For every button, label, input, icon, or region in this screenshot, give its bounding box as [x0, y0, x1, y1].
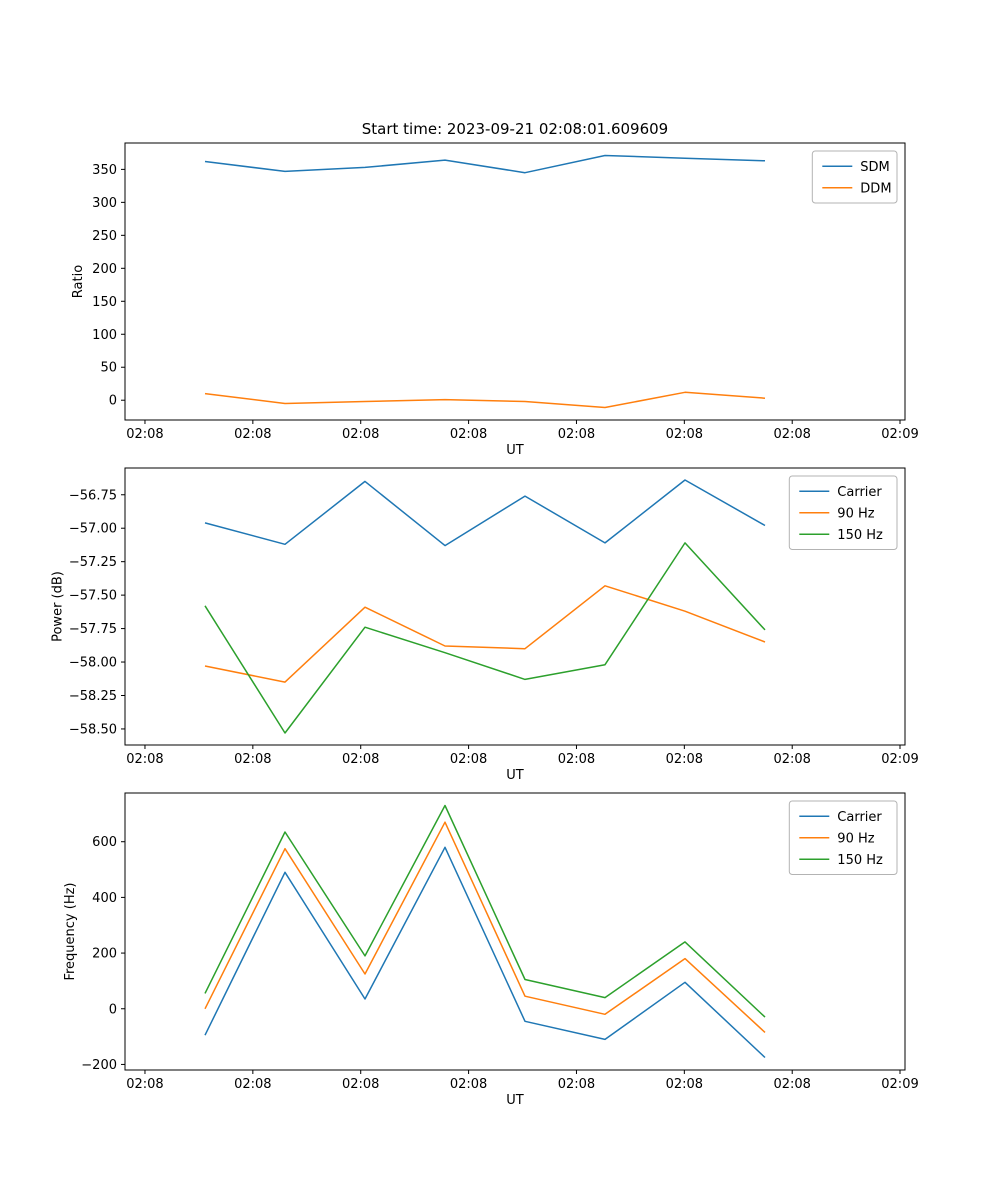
chart-power-db: −58.50 −58.25 −58.00 −57.75 −57.50 −57.25 −57.… — [50, 467, 919, 783]
y-tick-label: 350 — [92, 163, 117, 178]
y-tick-label: 100 — [92, 328, 117, 343]
x-tick-label: 02:08 — [234, 427, 271, 442]
legend-label: 90 Hz — [837, 831, 874, 846]
y-tick-label: 400 — [92, 891, 117, 906]
x-tick-label: 02:08 — [666, 1077, 703, 1092]
x-tick-label: 02:09 — [881, 427, 918, 442]
y-tick-label: 50 — [100, 361, 117, 376]
series-line-150-hz — [204, 804, 766, 1018]
y-axis-label: Ratio — [71, 265, 86, 298]
y-tick-label: 0 — [109, 1002, 117, 1017]
y-tick-label: −56.75 — [69, 488, 117, 503]
axes-border — [124, 792, 906, 1071]
chart-title: Start time: 2023-09-21 02:08:01.609609 — [361, 120, 669, 138]
y-tick-label: −57.50 — [69, 589, 117, 604]
y-tick-label: −57.00 — [69, 522, 117, 537]
y-tick-label: −200 — [81, 1058, 117, 1073]
y-tick-label: 200 — [92, 947, 117, 962]
y-tick-label: −58.50 — [69, 722, 117, 737]
legend-label: DDM — [860, 181, 891, 196]
legend: Carrier 90 Hz 150 Hz — [788, 800, 898, 875]
y-tick-label: 250 — [92, 229, 117, 244]
x-tick-label: 02:08 — [558, 752, 595, 767]
series-line-carrier — [204, 846, 766, 1059]
series-line-90-hz — [204, 821, 766, 1033]
legend-label: 150 Hz — [837, 528, 883, 543]
x-tick-label: 02:08 — [773, 752, 810, 767]
y-tick-label: 200 — [92, 262, 117, 277]
x-tick-label: 02:08 — [342, 427, 379, 442]
legend: Carrier 90 Hz 150 Hz — [788, 475, 898, 550]
y-tick-label: −58.25 — [69, 689, 117, 704]
legend-label: 90 Hz — [837, 506, 874, 521]
y-tick-label: 0 — [109, 394, 117, 409]
legend-label: 150 Hz — [837, 853, 883, 868]
x-tick-label: 02:08 — [342, 1077, 379, 1092]
x-tick-label: 02:08 — [234, 752, 271, 767]
x-tick-label: 02:08 — [342, 752, 379, 767]
x-tick-label: 02:08 — [773, 1077, 810, 1092]
x-tick-label: 02:08 — [126, 427, 163, 442]
x-axis-label: UT — [506, 768, 524, 783]
x-tick-label: 02:08 — [126, 1077, 163, 1092]
y-tick-label: −58.00 — [69, 656, 117, 671]
x-axis-label: UT — [506, 1093, 524, 1108]
x-tick-label: 02:08 — [558, 427, 595, 442]
legend-label: Carrier — [837, 485, 882, 500]
axes-border — [124, 467, 906, 746]
x-tick-label: 02:08 — [450, 1077, 487, 1092]
x-tick-label: 02:09 — [881, 752, 918, 767]
series-line-150-hz — [204, 542, 766, 734]
y-tick-label: 150 — [92, 295, 117, 310]
chart-ratio: 0 50 100 150 200 250 300 350 02:08 02:08 02:08 02:0… — [71, 142, 919, 458]
series-line-sdm — [204, 154, 766, 174]
legend-label: SDM — [860, 160, 889, 175]
series-line-ddm — [204, 391, 766, 409]
y-tick-label: −57.25 — [69, 555, 117, 570]
y-tick-label: 300 — [92, 196, 117, 211]
x-axis-label: UT — [506, 443, 524, 458]
axes-border — [124, 142, 906, 421]
x-tick-label: 02:08 — [666, 427, 703, 442]
x-tick-label: 02:08 — [558, 1077, 595, 1092]
x-tick-label: 02:08 — [773, 427, 810, 442]
y-axis-label: Power (dB) — [50, 571, 65, 642]
legend-label: Carrier — [837, 810, 882, 825]
y-axis-label: Frequency (Hz) — [63, 882, 78, 980]
x-tick-label: 02:08 — [666, 752, 703, 767]
chart-frequency-hz: −200 0 200 400 600 02:08 02:08 02:08 02:08 02:08 0… — [63, 792, 919, 1108]
x-tick-label: 02:08 — [450, 427, 487, 442]
x-tick-label: 02:08 — [126, 752, 163, 767]
y-tick-label: −57.75 — [69, 622, 117, 637]
y-tick-label: 600 — [92, 835, 117, 850]
x-tick-label: 02:08 — [450, 752, 487, 767]
series-line-90-hz — [204, 585, 766, 683]
x-tick-label: 02:08 — [234, 1077, 271, 1092]
legend-box — [788, 475, 898, 550]
x-tick-label: 02:09 — [881, 1077, 918, 1092]
legend: SDM DDM — [811, 150, 898, 204]
legend-box — [811, 150, 898, 204]
legend-box — [788, 800, 898, 875]
series-line-carrier — [204, 479, 766, 547]
